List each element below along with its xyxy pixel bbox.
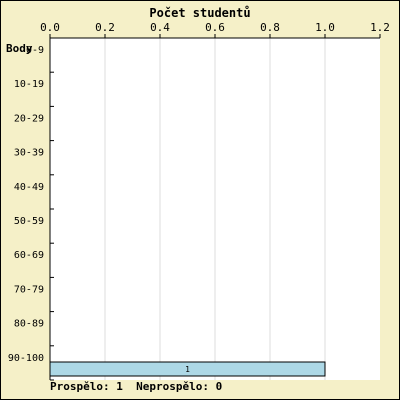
y-tick-label: 10-19 bbox=[14, 79, 44, 90]
y-tick-label: 90-100 bbox=[8, 353, 44, 364]
y-tick-label: 40-49 bbox=[14, 182, 44, 193]
y-tick-label: 60-69 bbox=[14, 250, 44, 261]
summary-footer: Prospělo: 1 Neprospělo: 0 bbox=[50, 380, 222, 393]
x-tick-label: 0.6 bbox=[205, 21, 225, 34]
x-tick-label: 0.8 bbox=[260, 21, 280, 34]
failed-label: Neprospělo: bbox=[136, 380, 209, 393]
y-tick-label: 20-29 bbox=[14, 113, 44, 124]
chart-title: Počet studentů bbox=[149, 6, 250, 20]
x-tick-label: 0.0 bbox=[40, 21, 60, 34]
y-tick-label: 30-39 bbox=[14, 148, 44, 159]
x-tick-label: 1.0 bbox=[315, 21, 335, 34]
y-tick-label: 0-9 bbox=[26, 45, 44, 56]
y-tick-label: 70-79 bbox=[14, 284, 44, 295]
y-tick-label: 80-89 bbox=[14, 319, 44, 330]
x-tick-label: 0.4 bbox=[150, 21, 170, 34]
x-tick-label: 0.2 bbox=[95, 21, 115, 34]
passed-label: Prospělo: bbox=[50, 380, 110, 393]
y-axis-label: Body bbox=[6, 42, 33, 55]
bar-data-label: 1 bbox=[185, 365, 190, 374]
failed-value: 0 bbox=[215, 380, 223, 393]
passed-value: 1 bbox=[116, 380, 123, 393]
y-tick-label: 50-59 bbox=[14, 216, 44, 227]
x-tick-label: 1.2 bbox=[370, 21, 390, 34]
